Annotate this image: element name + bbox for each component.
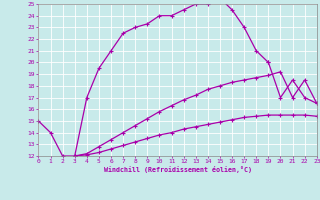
X-axis label: Windchill (Refroidissement éolien,°C): Windchill (Refroidissement éolien,°C) <box>104 166 252 173</box>
